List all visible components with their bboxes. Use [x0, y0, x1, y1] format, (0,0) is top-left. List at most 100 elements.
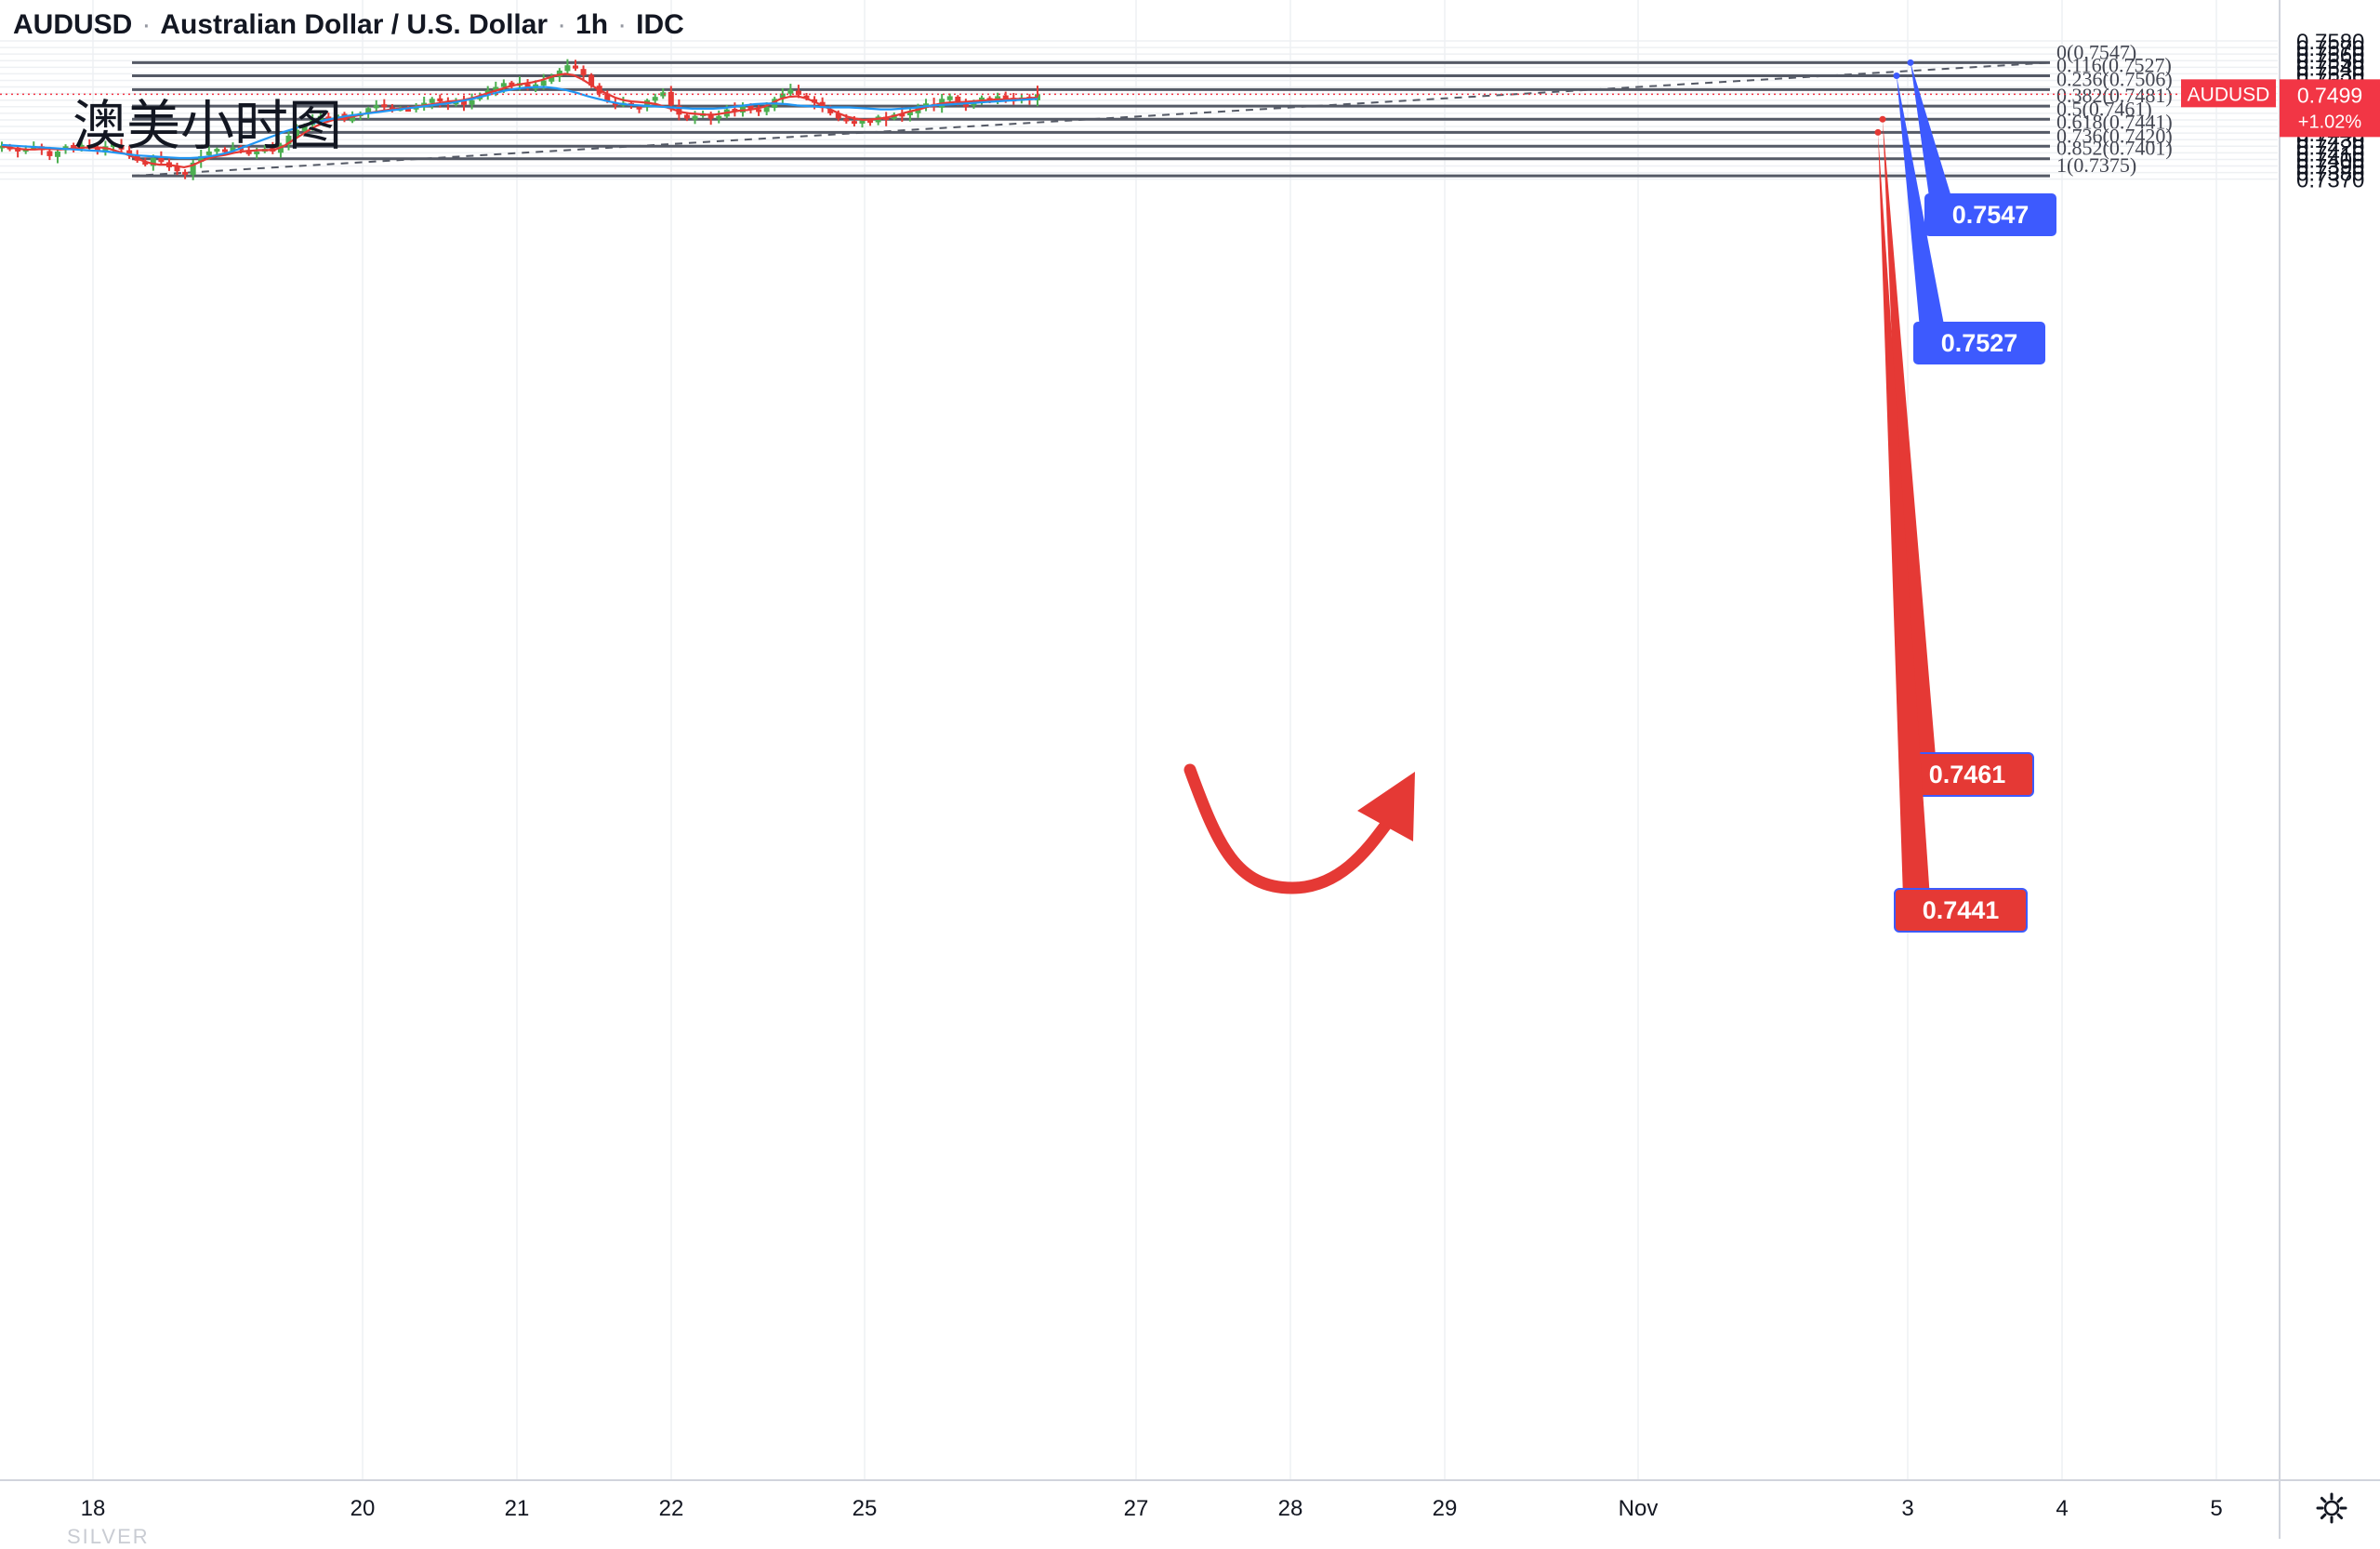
candle-body-up — [333, 114, 339, 119]
candle-body-down — [580, 69, 587, 75]
candle-body-up — [716, 115, 722, 119]
callout-anchor-dot — [1874, 128, 1882, 136]
price-tick-label: 0.7570 — [2296, 36, 2364, 61]
candle-body-down — [668, 91, 674, 106]
candle-body-down — [899, 113, 906, 117]
candle-body-down — [955, 96, 961, 103]
time-tick-label: 3 — [1901, 1496, 1913, 1521]
candle-body-up — [779, 93, 786, 99]
candle-body-up — [493, 86, 499, 91]
fib-level-label: 0(0.7547) — [2056, 40, 2136, 63]
candle-body-up — [469, 99, 475, 105]
last-price-tag: AUDUSD 0.7499 +1.02% — [2181, 79, 2380, 138]
symbol-tag-label: AUDUSD — [2188, 84, 2270, 105]
data-source: IDC — [636, 9, 684, 40]
candle-body-up — [859, 119, 866, 124]
candle-body-down — [747, 105, 754, 111]
time-tick-label: 18 — [81, 1496, 106, 1521]
candle-body-down — [588, 74, 595, 86]
callout-anchor-dot — [1879, 115, 1886, 123]
price-tick-label: 0.7400 — [2296, 148, 2364, 173]
fib-level-label: 0.736(0.7420) — [2056, 124, 2173, 147]
fib-level-label: 0.382(0.7481) — [2056, 84, 2173, 107]
candle-body-up — [205, 151, 212, 155]
candle-body-up — [110, 144, 116, 148]
symbol-description: Australian Dollar / U.S. Dollar — [160, 9, 549, 40]
candle-body-down — [604, 93, 611, 102]
price-callouts[interactable]: 0.7547 0.7527 0.7461 0.7441 — [1874, 59, 2057, 933]
ma-slow-line — [1, 86, 1038, 160]
candle-body-up — [294, 129, 300, 137]
time-tick-label: 28 — [1278, 1496, 1303, 1521]
price-tag-box — [2280, 79, 2380, 138]
candle-body-up — [254, 151, 260, 154]
candle-body-up — [692, 115, 698, 120]
price-tick-label: 0.7380 — [2296, 162, 2364, 187]
time-axis[interactable]: 18 20 21 22 25 27 28 29 Nov 3 4 5 — [81, 1496, 2223, 1521]
callout-value: 0.7527 — [1941, 329, 2018, 357]
candle-body-up — [277, 144, 284, 153]
fib-level-label: 1(0.7375) — [2056, 153, 2136, 177]
candle-body-up — [102, 146, 109, 152]
time-tick-label: 4 — [2056, 1496, 2068, 1521]
time-tick-label: 5 — [2210, 1496, 2222, 1521]
price-tag-change: +1.02% — [2298, 112, 2362, 132]
callout-box — [1913, 322, 2045, 364]
candle-body-up — [214, 149, 220, 152]
candle-body-up — [54, 151, 60, 157]
candle-body-up — [350, 115, 356, 122]
candle-body-up — [373, 105, 379, 109]
callout-pointer — [1911, 62, 1962, 231]
candle-body-up — [150, 158, 156, 166]
time-tick-label: 20 — [350, 1496, 376, 1521]
candle-body-up — [739, 105, 746, 113]
candle-body-up — [549, 76, 555, 82]
price-tick-label: 0.7390 — [2296, 155, 2364, 180]
time-tick-label: 27 — [1124, 1496, 1149, 1521]
candle-body-down — [174, 165, 180, 172]
symbol-ticker[interactable]: AUDUSD — [13, 9, 133, 40]
curved-arrow-shaft — [1183, 763, 1392, 894]
candle-body-down — [461, 100, 468, 105]
candle-body-up — [317, 115, 324, 121]
time-tick-label: 22 — [659, 1496, 684, 1521]
candle-body-up — [564, 65, 571, 72]
price-tick-label: 0.7540 — [2296, 56, 2364, 81]
callout-value: 0.7441 — [1923, 896, 2000, 924]
price-tag-value: 0.7499 — [2297, 83, 2362, 107]
candle-body-down — [182, 171, 189, 175]
candle-body-up — [285, 135, 292, 145]
candle-body-down — [71, 144, 77, 150]
callout-box — [1924, 193, 2056, 236]
candle-body-down — [572, 65, 578, 69]
price-callout: 0.7441 — [1874, 128, 2028, 933]
candle-body-down — [381, 104, 388, 108]
bounce-arrow-annotation — [1183, 763, 1415, 894]
candle-body-down — [707, 113, 714, 119]
interval-label[interactable]: 1h — [575, 9, 609, 40]
time-tick-label: Nov — [1619, 1496, 1659, 1521]
candle-body-up — [230, 147, 236, 152]
callout-pointer — [1897, 75, 1950, 360]
price-callout: 0.7527 — [1893, 73, 2045, 364]
symbol-header[interactable]: AUDUSD · Australian Dollar / U.S. Dollar · 1… — [13, 9, 684, 40]
price-tick-label: 0.7410 — [2296, 141, 2364, 166]
candle-body-down — [962, 102, 969, 107]
candle-body-down — [843, 118, 850, 122]
fibonacci-retracement[interactable]: 0(0.7547)0.116(0.7527)0.236(0.7506)0.382… — [132, 40, 2173, 178]
candle-body-up — [660, 92, 667, 97]
gear-icon[interactable] — [2313, 1489, 2350, 1527]
symbol-tag-box — [2181, 79, 2276, 108]
candle-body-up — [556, 70, 562, 77]
curved-arrow-head — [1357, 772, 1415, 841]
candle-body-up — [429, 99, 435, 103]
candle-body-up — [763, 106, 770, 113]
candle-body-up — [365, 108, 372, 114]
candle-body-down — [126, 150, 133, 156]
candle-body-down — [636, 106, 642, 110]
price-tick-label: 0.7370 — [2296, 168, 2364, 193]
price-callout: 0.7547 — [1907, 59, 2056, 236]
candle-body-up — [301, 125, 308, 131]
callout-value: 0.7547 — [1952, 201, 2030, 229]
